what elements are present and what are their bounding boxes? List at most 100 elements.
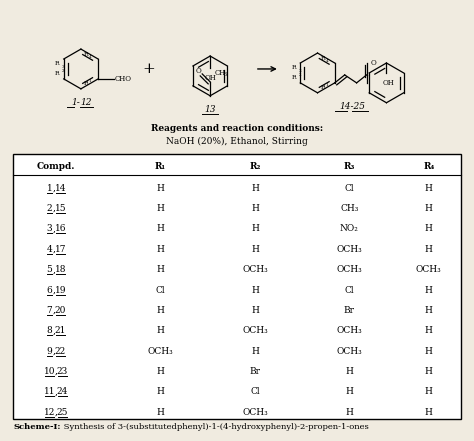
Text: CHO: CHO	[115, 75, 132, 83]
Text: H: H	[156, 367, 164, 376]
Text: R: R	[84, 52, 89, 56]
Text: H: H	[156, 245, 164, 254]
Text: H: H	[425, 204, 433, 213]
Text: R: R	[320, 86, 325, 90]
Text: 14-25: 14-25	[339, 102, 365, 111]
Text: ,: ,	[53, 265, 55, 274]
Text: 6: 6	[47, 286, 53, 295]
Text: 16: 16	[55, 224, 66, 233]
Text: Synthesis of 3-(substitutedphenyl)-1-(4-hydroxyphenyl)-2-propen-1-ones: Synthesis of 3-(substitutedphenyl)-1-(4-…	[61, 422, 369, 431]
Text: H: H	[156, 204, 164, 213]
Text: ,: ,	[53, 204, 55, 213]
Text: H: H	[425, 306, 433, 315]
Text: R: R	[84, 82, 89, 86]
Text: 18: 18	[55, 265, 66, 274]
Text: 25: 25	[57, 408, 68, 417]
Text: OCH₃: OCH₃	[242, 408, 268, 417]
Text: H: H	[425, 224, 433, 233]
Text: H: H	[425, 387, 433, 396]
Text: H: H	[251, 204, 259, 213]
Text: R: R	[55, 61, 60, 67]
Text: OH: OH	[383, 79, 394, 87]
Text: 2: 2	[299, 73, 301, 77]
Text: 22: 22	[55, 347, 66, 356]
Text: ,: ,	[53, 306, 55, 315]
Text: O: O	[371, 59, 376, 67]
Text: 23: 23	[57, 367, 68, 376]
Text: 4: 4	[89, 55, 91, 59]
Text: OCH₃: OCH₃	[337, 245, 362, 254]
Text: 8: 8	[47, 326, 53, 335]
Text: 21: 21	[55, 326, 66, 335]
Text: H: H	[251, 245, 259, 254]
Text: 1: 1	[326, 83, 328, 87]
Text: 2: 2	[47, 204, 53, 213]
Text: H: H	[156, 184, 164, 193]
Text: H: H	[425, 367, 433, 376]
Text: R₂: R₂	[249, 162, 261, 171]
Text: O: O	[195, 67, 201, 75]
Text: H: H	[425, 245, 433, 254]
Text: 1: 1	[47, 184, 53, 193]
Text: OH: OH	[204, 74, 216, 82]
Text: ,: ,	[55, 367, 57, 376]
Text: Cl: Cl	[155, 286, 165, 295]
Text: 3: 3	[224, 72, 227, 78]
Text: 4: 4	[47, 245, 53, 254]
Text: OCH₃: OCH₃	[242, 326, 268, 335]
Text: OCH₃: OCH₃	[147, 347, 173, 356]
Text: Reagents and reaction conditions:: Reagents and reaction conditions:	[151, 124, 323, 133]
Text: R₄: R₄	[423, 162, 435, 171]
Text: H: H	[346, 387, 353, 396]
Text: R: R	[292, 75, 296, 80]
Text: 1-: 1-	[72, 98, 80, 107]
Text: 7: 7	[47, 306, 53, 315]
Text: H: H	[156, 265, 164, 274]
Text: H: H	[156, 224, 164, 233]
Text: NO₂: NO₂	[340, 224, 359, 233]
Text: 3: 3	[47, 224, 53, 233]
Text: Br: Br	[344, 306, 355, 315]
Text: OCH₃: OCH₃	[337, 265, 362, 274]
Text: H: H	[156, 408, 164, 417]
Text: H: H	[156, 387, 164, 396]
Text: 13: 13	[204, 105, 216, 114]
Text: Cl: Cl	[345, 184, 354, 193]
Text: H: H	[425, 326, 433, 335]
Text: H: H	[251, 184, 259, 193]
Text: R: R	[292, 65, 296, 71]
Text: 19: 19	[55, 286, 66, 295]
Text: ,: ,	[53, 286, 55, 295]
Text: ,: ,	[53, 326, 55, 335]
Text: H: H	[425, 184, 433, 193]
Text: OCH₃: OCH₃	[416, 265, 442, 274]
Text: H: H	[425, 286, 433, 295]
Text: H: H	[346, 367, 353, 376]
Text: 20: 20	[55, 306, 66, 315]
Text: H: H	[425, 408, 433, 417]
Text: 3: 3	[62, 65, 64, 69]
Text: 12: 12	[80, 98, 91, 107]
Text: R: R	[320, 56, 325, 60]
Text: OCH₃: OCH₃	[242, 265, 268, 274]
Text: Compd.: Compd.	[37, 162, 75, 171]
Text: 9: 9	[47, 347, 53, 356]
Text: 12: 12	[44, 408, 55, 417]
Text: 11: 11	[44, 387, 55, 396]
Text: CH: CH	[214, 69, 225, 77]
Text: R: R	[55, 71, 60, 76]
Text: +: +	[142, 62, 155, 76]
Text: H: H	[251, 286, 259, 295]
Text: Scheme-I:: Scheme-I:	[13, 422, 61, 431]
Text: 4: 4	[326, 59, 328, 63]
Text: NaOH (20%), Ethanol, Stirring: NaOH (20%), Ethanol, Stirring	[166, 137, 308, 146]
Text: ,: ,	[53, 347, 55, 356]
FancyBboxPatch shape	[13, 154, 461, 419]
Text: 5: 5	[46, 265, 53, 274]
Text: Cl: Cl	[345, 286, 354, 295]
Text: 24: 24	[57, 387, 68, 396]
Text: R₁: R₁	[155, 162, 166, 171]
Text: H: H	[251, 224, 259, 233]
Text: ,: ,	[55, 387, 57, 396]
Text: OCH₃: OCH₃	[337, 347, 362, 356]
